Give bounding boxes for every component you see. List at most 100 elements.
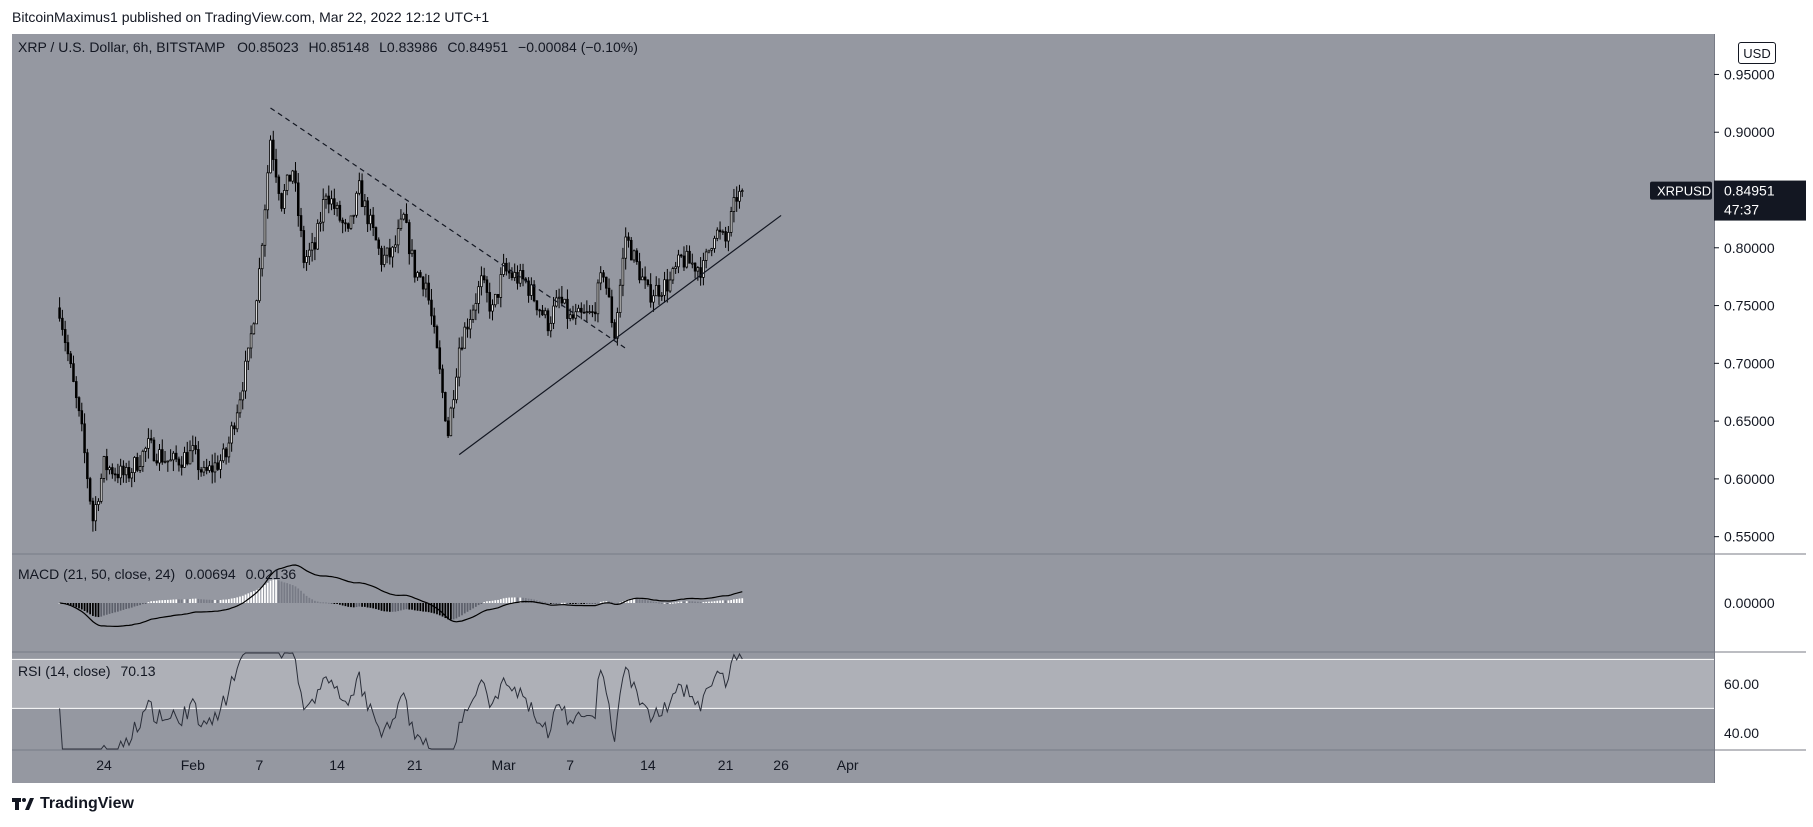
candle-up[interactable] xyxy=(99,478,103,502)
candle-up[interactable] xyxy=(502,262,505,275)
candle-up[interactable] xyxy=(543,310,547,316)
candle-up[interactable] xyxy=(410,249,414,255)
candle-up[interactable] xyxy=(632,250,636,261)
candle-down[interactable] xyxy=(127,467,131,479)
candle-up[interactable] xyxy=(260,244,264,270)
candle-down[interactable] xyxy=(161,449,164,463)
candle-up[interactable] xyxy=(238,399,242,414)
candle-down[interactable] xyxy=(591,311,594,314)
chart-pane[interactable] xyxy=(12,34,1714,783)
candle-up[interactable] xyxy=(563,298,566,304)
candle-up[interactable] xyxy=(713,237,716,249)
candle-up[interactable] xyxy=(691,262,694,265)
candle-up[interactable] xyxy=(130,472,134,479)
candle-up[interactable] xyxy=(227,442,231,458)
candle-down[interactable] xyxy=(174,452,178,460)
candle-up[interactable] xyxy=(599,272,602,284)
candle-down[interactable] xyxy=(629,239,633,261)
candle-down[interactable] xyxy=(327,195,331,205)
candle-up[interactable] xyxy=(668,279,672,292)
candle-down[interactable] xyxy=(149,438,153,441)
candle-up[interactable] xyxy=(399,218,403,230)
candle-up[interactable] xyxy=(671,268,675,281)
candle-up[interactable] xyxy=(641,276,644,281)
candle-up[interactable] xyxy=(663,279,666,296)
descending-resistance-line[interactable] xyxy=(270,107,627,349)
candle-down[interactable] xyxy=(516,272,519,284)
candle-up[interactable] xyxy=(258,268,261,302)
candle-down[interactable] xyxy=(693,262,697,272)
candle-up[interactable] xyxy=(363,200,367,208)
candle-down[interactable] xyxy=(294,170,297,184)
candle-up[interactable] xyxy=(283,190,286,209)
candle-up[interactable] xyxy=(624,236,627,259)
candle-down[interactable] xyxy=(446,420,450,437)
candle-down[interactable] xyxy=(77,397,81,412)
candle-down[interactable] xyxy=(413,249,417,278)
candle-down[interactable] xyxy=(296,182,300,216)
currency-button[interactable]: USD xyxy=(1738,42,1776,64)
candle-down[interactable] xyxy=(194,445,197,450)
candle-down[interactable] xyxy=(272,139,275,160)
candle-up[interactable] xyxy=(494,293,497,306)
candle-up[interactable] xyxy=(219,460,222,470)
candle-up[interactable] xyxy=(677,254,680,268)
candle-up[interactable] xyxy=(310,242,314,251)
candle-down[interactable] xyxy=(646,279,650,285)
candle-down[interactable] xyxy=(185,452,189,465)
candle-up[interactable] xyxy=(660,294,664,297)
candle-up[interactable] xyxy=(716,229,719,239)
candle-up[interactable] xyxy=(263,209,267,246)
candle-down[interactable] xyxy=(538,309,541,312)
candle-down[interactable] xyxy=(521,270,525,280)
candle-up[interactable] xyxy=(208,465,211,471)
candle-up[interactable] xyxy=(324,195,328,200)
candle-down[interactable] xyxy=(496,293,500,298)
candle-down[interactable] xyxy=(333,198,336,209)
candle-down[interactable] xyxy=(86,452,89,480)
candle-up[interactable] xyxy=(108,467,111,471)
candle-down[interactable] xyxy=(69,353,72,365)
candle-down[interactable] xyxy=(427,282,430,301)
candle-up[interactable] xyxy=(169,459,172,462)
candle-down[interactable] xyxy=(380,247,383,265)
candle-down[interactable] xyxy=(199,469,203,473)
candle-up[interactable] xyxy=(163,460,167,463)
candle-down[interactable] xyxy=(377,239,380,249)
candle-up[interactable] xyxy=(710,248,713,251)
candle-up[interactable] xyxy=(244,360,247,392)
candle-up[interactable] xyxy=(308,249,311,257)
candle-down[interactable] xyxy=(535,300,539,311)
candle-down[interactable] xyxy=(116,473,120,479)
candle-up[interactable] xyxy=(358,180,361,194)
candle-down[interactable] xyxy=(83,423,86,454)
candle-up[interactable] xyxy=(416,272,419,278)
candle-down[interactable] xyxy=(346,223,350,229)
candle-down[interactable] xyxy=(593,311,597,315)
candle-up[interactable] xyxy=(241,390,245,401)
candle-down[interactable] xyxy=(374,227,378,241)
candle-up[interactable] xyxy=(202,466,206,473)
candle-down[interactable] xyxy=(510,272,514,279)
candle-up[interactable] xyxy=(530,284,533,296)
candle-up[interactable] xyxy=(674,266,677,269)
candle-down[interactable] xyxy=(338,204,342,221)
candle-up[interactable] xyxy=(616,312,619,339)
candle-up[interactable] xyxy=(102,456,106,479)
candle-down[interactable] xyxy=(341,219,344,224)
candle-down[interactable] xyxy=(61,317,64,330)
candle-up[interactable] xyxy=(491,304,494,312)
candle-down[interactable] xyxy=(666,279,669,292)
candle-up[interactable] xyxy=(474,303,478,311)
candle-up[interactable] xyxy=(330,198,333,205)
candle-down[interactable] xyxy=(605,276,608,289)
ascending-support-line[interactable] xyxy=(458,214,782,456)
candle-up[interactable] xyxy=(452,399,455,409)
candle-down[interactable] xyxy=(224,448,228,458)
candle-down[interactable] xyxy=(638,261,641,281)
candle-up[interactable] xyxy=(499,274,503,298)
candle-up[interactable] xyxy=(183,452,186,468)
candle-up[interactable] xyxy=(402,213,405,220)
candle-down[interactable] xyxy=(602,272,605,278)
